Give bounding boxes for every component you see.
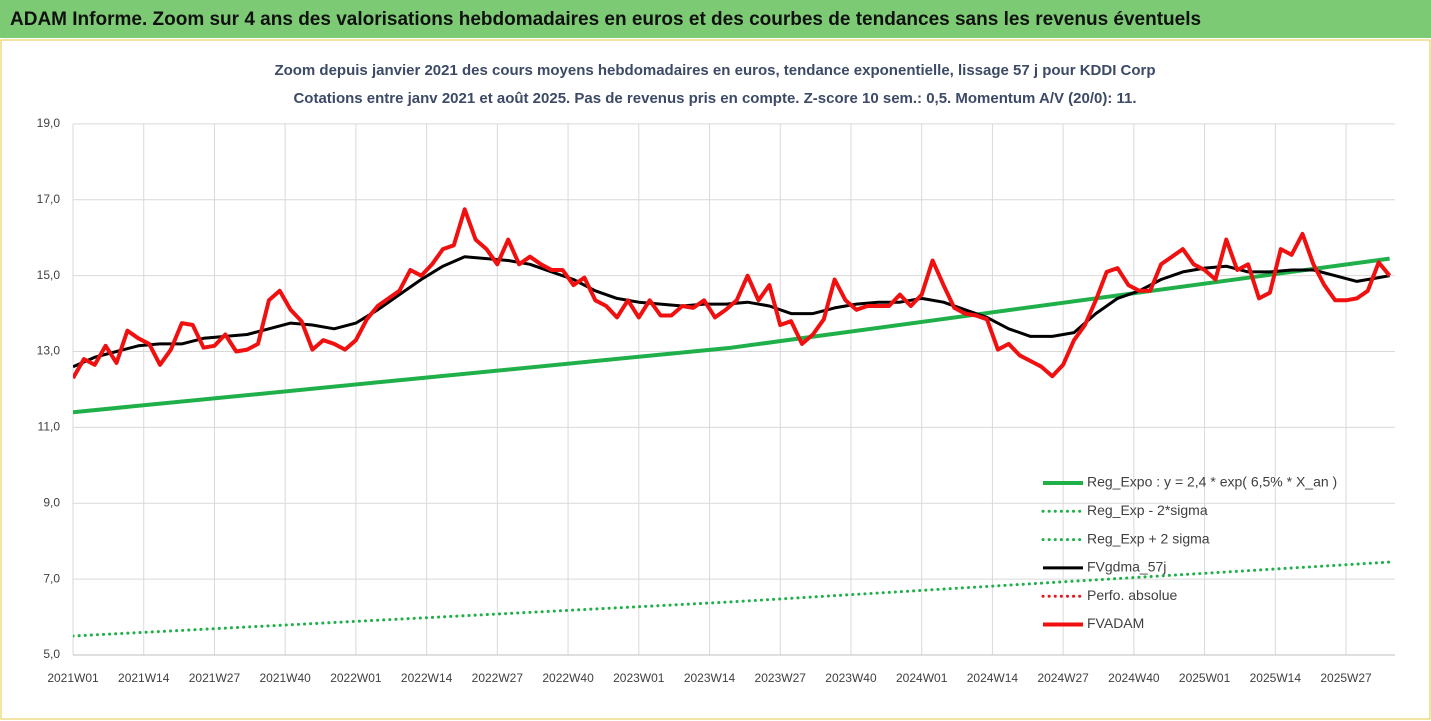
y-tick-label: 5,0 xyxy=(43,647,60,661)
legend-label: Perfo. absolue xyxy=(1087,587,1177,603)
x-tick-label: 2024W27 xyxy=(1037,671,1089,685)
x-tick-label: 2022W40 xyxy=(542,671,594,685)
legend-label: FVADAM xyxy=(1087,615,1144,631)
x-tick-label: 2025W01 xyxy=(1179,671,1231,685)
x-tick-label: 2021W14 xyxy=(118,671,170,685)
panel-border xyxy=(0,39,1431,720)
legend-label: Reg_Expo : y = 2,4 * exp( 6,5% * X_an ) xyxy=(1087,474,1337,490)
x-tick-label: 2023W01 xyxy=(613,671,665,685)
y-tick-label: 7,0 xyxy=(43,571,60,585)
x-tick-label: 2022W01 xyxy=(330,671,382,685)
y-tick-label: 11,0 xyxy=(38,420,61,434)
chart-title: Zoom depuis janvier 2021 des cours moyen… xyxy=(274,62,1155,79)
x-tick-label: 2021W40 xyxy=(259,671,311,685)
legend-label: Reg_Exp - 2*sigma xyxy=(1087,502,1208,518)
x-tick-label: 2021W27 xyxy=(189,671,241,685)
y-tick-label: 15,0 xyxy=(37,268,61,282)
series-line xyxy=(73,560,1392,638)
y-tick-label: 9,0 xyxy=(43,495,60,509)
y-tick-label: 17,0 xyxy=(37,192,61,206)
x-tick-label: 2025W27 xyxy=(1320,671,1372,685)
header-bar xyxy=(0,0,1431,38)
x-tick-label: 2022W27 xyxy=(472,671,524,685)
x-tick-label: 2023W27 xyxy=(755,671,807,685)
plot-area xyxy=(73,207,1392,638)
x-tick-label: 2022W14 xyxy=(401,671,453,685)
series-line xyxy=(73,255,1390,369)
title-backdrop xyxy=(240,58,1190,110)
x-tick-label: 2023W40 xyxy=(825,671,877,685)
x-tick-label: 2024W14 xyxy=(967,671,1019,685)
chart-subtitle: Cotations entre janv 2021 et août 2025. … xyxy=(293,90,1136,107)
series-line xyxy=(73,207,1392,380)
header-title: ADAM Informe. Zoom sur 4 ans des valoris… xyxy=(10,9,1201,30)
x-tick-label: 2024W40 xyxy=(1108,671,1160,685)
x-tick-label: 2021W01 xyxy=(47,671,99,685)
x-tick-label: 2023W14 xyxy=(684,671,736,685)
y-tick-label: 19,0 xyxy=(37,116,61,130)
x-tick-label: 2025W14 xyxy=(1250,671,1302,685)
series-line xyxy=(73,256,1390,415)
legend-label: FVgdma_57j xyxy=(1087,559,1166,575)
x-tick-label: 2024W01 xyxy=(896,671,948,685)
legend-label: Reg_Exp + 2 sigma xyxy=(1087,530,1210,546)
y-tick-label: 13,0 xyxy=(37,344,61,358)
